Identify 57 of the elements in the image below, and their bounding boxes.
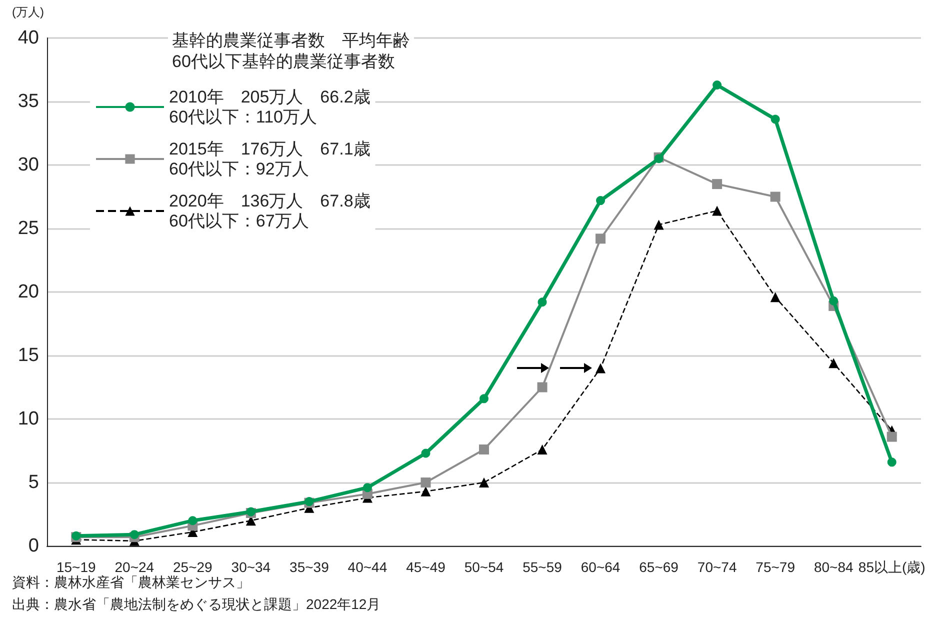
point	[770, 292, 780, 302]
point	[770, 192, 780, 202]
text: 資料：農林水産省「農林業センサス」	[12, 574, 250, 590]
point	[712, 179, 722, 190]
point	[479, 444, 489, 454]
y-tick-label: 20	[18, 282, 39, 302]
legend-title: 基幹的農業従事者数 平均年齢 60代以下基幹的農業従事者数	[172, 31, 410, 71]
point	[712, 206, 722, 216]
x-tick-label: 65~69	[639, 559, 679, 575]
point	[887, 458, 896, 467]
x-tick-label: 85以上(歳)	[858, 559, 926, 575]
point	[420, 478, 431, 488]
point	[770, 114, 780, 124]
x-tick-label: 70~74	[697, 559, 737, 575]
point	[188, 516, 198, 526]
point	[538, 298, 547, 307]
point	[712, 80, 722, 90]
y-tick-label: 15	[18, 345, 39, 366]
y-axis-title: (万人)	[12, 5, 44, 19]
point	[362, 483, 372, 492]
y-tick-label: 40	[18, 28, 39, 48]
point	[829, 296, 838, 306]
x-tick-label: 15~19	[56, 559, 96, 575]
x-tick-label: 50~54	[464, 559, 504, 575]
x-tick-label: 80~84	[814, 559, 854, 575]
x-tick-label: 60~64	[580, 559, 620, 575]
y-tick-label: 35	[18, 91, 39, 112]
x-tick-label: 45~49	[406, 559, 446, 575]
point	[537, 382, 548, 392]
point	[479, 478, 489, 488]
x-tick-label: 30~34	[231, 559, 271, 575]
x-tick-label: 75~79	[756, 559, 796, 575]
point	[596, 363, 606, 374]
point	[537, 444, 548, 454]
point	[596, 196, 606, 206]
y-tick-label: 10	[18, 408, 39, 430]
x-tick-label: 20~24	[114, 559, 154, 575]
point	[654, 220, 664, 230]
point	[480, 394, 488, 404]
x-tick-label: 35~39	[290, 559, 330, 575]
legend-label: 2015年 176万人 67.1歳 60代以下：92万人	[169, 140, 370, 178]
legend-label: 2020年 136万人 67.8歳 60代以下：67万人	[169, 192, 370, 230]
x-tick-label: 55~59	[522, 559, 562, 575]
y-tick-label: 25	[18, 218, 39, 239]
y-tick-label: 5	[28, 472, 39, 493]
y-tick-label: 30	[18, 154, 39, 176]
point	[596, 234, 606, 244]
source-note: 出典：農水省「農地法制をめぐる現状と課題」2022年12月	[12, 596, 381, 612]
point	[130, 530, 139, 540]
x-tick-label: 25~29	[173, 559, 213, 575]
legend-label: 2010年 205万人 66.2歳 60代以下：110万人	[169, 88, 370, 126]
point	[828, 358, 839, 368]
point	[420, 486, 431, 496]
y-tick-label: 0	[28, 536, 39, 556]
x-tick-label: 40~44	[348, 559, 388, 575]
point	[886, 432, 897, 442]
point	[421, 448, 430, 458]
